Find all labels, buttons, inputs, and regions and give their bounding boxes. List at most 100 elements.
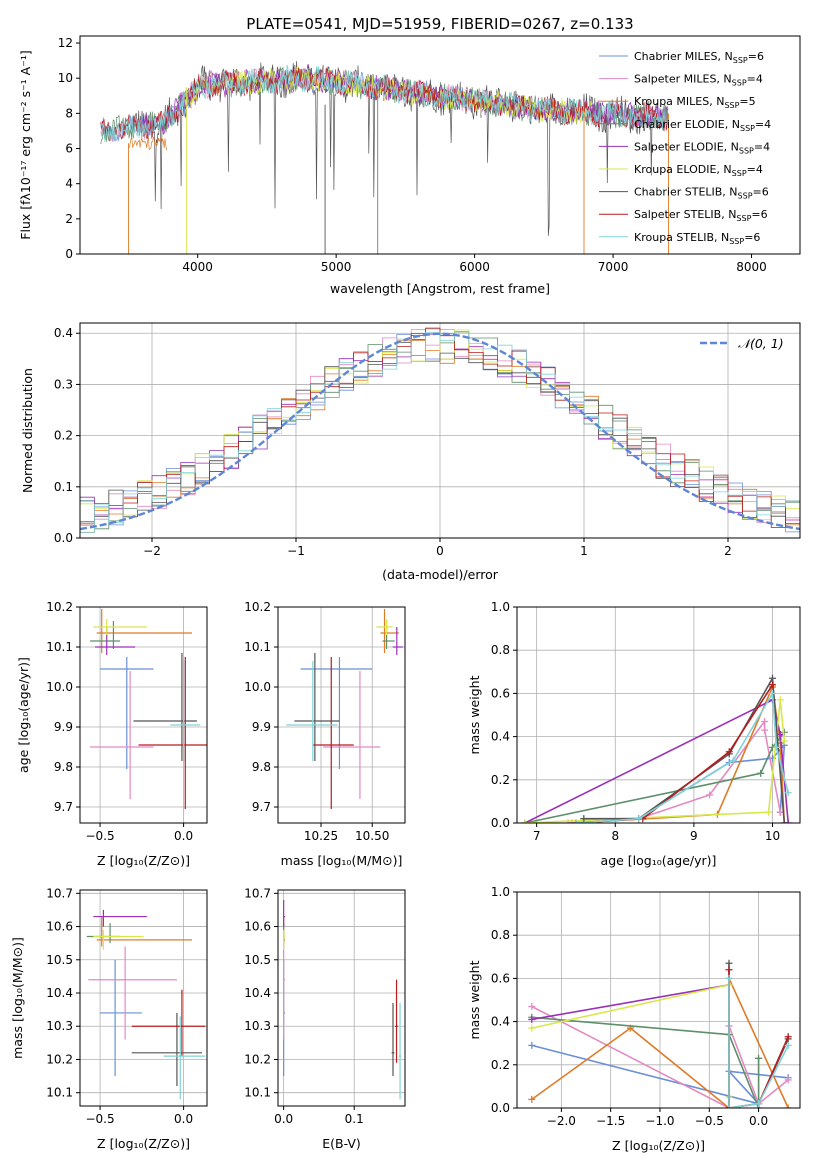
weight-vs-age-ytick-label-3: 0.6 xyxy=(491,686,510,700)
age-vs-Z-plot-area xyxy=(90,609,207,809)
age-vs-Z-ytick-label-0: 9.7 xyxy=(54,800,73,814)
weight-vs-age-line-8 xyxy=(575,692,789,823)
weight-vs-age-marker-8-5 xyxy=(784,789,792,797)
spectrum-title: PLATE=0541, MJD=51959, FIBERID=0267, z=0… xyxy=(246,15,633,33)
residual-xtick-label-0: −2 xyxy=(143,544,161,558)
weight-vs-age-ylabel: mass weight xyxy=(467,675,482,754)
weight-vs-Z-marker-3-3 xyxy=(755,1054,763,1062)
weight-vs-Z-marker-5-0 xyxy=(528,1024,536,1032)
weight-vs-age-ytick-label-1: 0.2 xyxy=(491,773,510,787)
weight-vs-age-xtick-label-1: 8 xyxy=(611,829,619,843)
spectrum-xlabel: wavelength [Angstrom, rest frame] xyxy=(330,281,550,296)
weight-vs-Z-xtick-label-3: −0.5 xyxy=(695,1114,724,1128)
mass-vs-Z-ytick-label-0: 10.1 xyxy=(46,1086,73,1100)
weight-vs-age-ytick-label-2: 0.4 xyxy=(491,730,510,744)
weight-vs-age-marker-6-4 xyxy=(780,819,788,823)
age-vs-mass-ytick-label-0: 9.7 xyxy=(252,800,271,814)
age-vs-Z-ylabel: age [log₁₀(age/yr)] xyxy=(16,657,31,773)
residual-legend-label: 𝒩(0, 1) xyxy=(738,336,784,351)
weight-vs-Z-xtick-label-4: 0.0 xyxy=(749,1114,768,1128)
legend-entry-7: Salpeter STELIB, NSSP=6 xyxy=(634,208,768,223)
residual-xtick-label-1: −1 xyxy=(287,544,305,558)
mass-vs-ebv-xtick-label-1: 0.1 xyxy=(345,1112,364,1126)
weight-vs-age-marker-4-3 xyxy=(784,819,792,823)
weight-vs-Z-marker-2-0 xyxy=(528,1095,536,1103)
weight-vs-Z-marker-6-0 xyxy=(725,959,733,967)
weight-vs-age-marker-8-4 xyxy=(772,743,780,751)
spectrum-xtick-label-2: 6000 xyxy=(459,260,490,274)
age-vs-mass-plot-area xyxy=(286,609,403,809)
weight-vs-Z-panel: −2.0 −1.5 −1.0 −0.5 0.0 0.0 0.2 0.4 0.6 0.8 1.0 Z [… xyxy=(467,885,801,1153)
weight-vs-age-frame xyxy=(516,606,801,824)
weight-vs-age-line-2 xyxy=(575,686,786,823)
mass-vs-Z-xtick-label-1: 0.0 xyxy=(174,1112,193,1126)
mass-vs-ebv-ytick-label-4: 10.5 xyxy=(244,953,271,967)
weight-vs-age-marker-7-2 xyxy=(725,748,733,756)
mass-vs-Z-ytick-label-1: 10.2 xyxy=(46,1052,73,1066)
mass-vs-Z-panel: −0.5 0.0 10.1 10.2 10.3 10.4 10.5 10.6 10.7 Z [lo… xyxy=(10,886,208,1151)
residual-ytick-label-1: 0.1 xyxy=(54,480,73,494)
mass-vs-Z-ytick-label-3: 10.4 xyxy=(46,986,73,1000)
weight-vs-age-plot-area xyxy=(521,674,792,823)
spectrum-xtick-label-0: 4000 xyxy=(182,260,213,274)
weight-vs-age-marker-8-1 xyxy=(635,815,643,823)
weight-vs-age-marker-1-2 xyxy=(706,791,714,799)
age-vs-Z-xlabel: Z [log₁₀(Z/Z⊙)] xyxy=(97,853,190,868)
spectrum-panel: 4000 5000 6000 7000 8000 0 2 4 6 8 10 12 wavelength … xyxy=(18,15,801,296)
mass-vs-Z-xlabel: Z [log₁₀(Z/Z⊙)] xyxy=(97,1136,190,1151)
residual-gaussian xyxy=(80,332,800,531)
mass-vs-Z-ytick-label-5: 10.6 xyxy=(46,920,73,934)
weight-vs-age-line-3 xyxy=(524,731,785,823)
residual-ytick-label-3: 0.3 xyxy=(54,377,73,391)
spectrum-xtick-label-4: 8000 xyxy=(736,260,767,274)
age-vs-mass-frame xyxy=(277,606,406,824)
mass-vs-ebv-xtick-label-0: 0.0 xyxy=(274,1112,293,1126)
weight-vs-Z-xtick-label-2: −1.0 xyxy=(645,1114,674,1128)
weight-vs-age-panel: 7 8 9 10 0.0 0.2 0.4 0.6 0.8 1.0 age [log₁₀(age/yr… xyxy=(467,600,801,868)
weight-vs-age-marker-1-4 xyxy=(761,726,769,734)
weight-vs-Z-marker-0-0 xyxy=(528,1041,536,1049)
weight-vs-age-xlabel: age [log₁₀(age/yr)] xyxy=(601,853,717,868)
weight-vs-age-marker-5-0 xyxy=(521,819,529,823)
age-vs-Z-ytick-label-3: 10.0 xyxy=(46,680,73,694)
mass-vs-Z-ytick-label-4: 10.5 xyxy=(46,953,73,967)
spectrum-ytick-label-0: 0 xyxy=(65,247,73,261)
residual-plot-area xyxy=(80,327,800,538)
spectrum-xtick-label-1: 5000 xyxy=(321,260,352,274)
legend-entry-4: Salpeter ELODIE, NSSP=4 xyxy=(634,140,770,155)
residual-xtick-label-4: 2 xyxy=(724,544,732,558)
weight-vs-Z-line-2 xyxy=(531,977,789,1108)
weight-vs-Z-ytick-label-4: 0.8 xyxy=(491,928,510,942)
weight-vs-age-marker-4-2 xyxy=(776,730,784,738)
weight-vs-age-marker-6-3 xyxy=(768,674,776,682)
residual-ylabel: Normed distribution xyxy=(20,368,35,493)
spectrum-frame xyxy=(79,35,801,255)
age-vs-Z-ytick-label-4: 10.1 xyxy=(46,640,73,654)
weight-vs-Z-marker-7-3 xyxy=(784,1033,792,1041)
age-vs-Z-frame xyxy=(79,606,208,824)
age-vs-mass-xtick-label-1: 10.50 xyxy=(355,829,389,843)
legend-entry-3: Chabrier ELODIE, NSSP=4 xyxy=(634,118,771,133)
mass-vs-ebv-panel: 0.0 0.1 10.1 10.2 10.3 10.4 10.5 10.6 10.7 E(B-V) xyxy=(244,886,406,1151)
weight-vs-Z-frame xyxy=(516,891,801,1109)
age-vs-Z-xtick-label-1: 0.0 xyxy=(174,829,193,843)
spectrum-ytick-label-3: 6 xyxy=(65,142,73,156)
weight-vs-Z-marker-4-0 xyxy=(528,1015,536,1023)
weight-vs-age-ytick-label-4: 0.8 xyxy=(491,643,510,657)
mass-vs-ebv-ytick-label-0: 10.1 xyxy=(244,1086,271,1100)
mass-vs-Z-ylabel: mass [log₁₀(M/M⊙)] xyxy=(10,937,25,1059)
weight-vs-Z-xlabel: Z [log₁₀(Z/Z⊙)] xyxy=(612,1138,705,1153)
spectrum-ytick-label-2: 4 xyxy=(65,177,73,191)
age-vs-mass-ytick-label-5: 10.2 xyxy=(244,600,271,614)
mass-vs-ebv-xlabel: E(B-V) xyxy=(322,1136,361,1151)
weight-vs-age-marker-8-0 xyxy=(572,819,580,823)
legend-entry-0: Chabrier MILES, NSSP=6 xyxy=(634,50,764,65)
weight-vs-Z-ytick-label-0: 0.0 xyxy=(491,1101,510,1115)
mass-vs-ebv-ytick-label-6: 10.7 xyxy=(244,886,271,900)
mass-vs-Z-ytick-label-6: 10.7 xyxy=(46,886,73,900)
spectrum-xtick-label-3: 7000 xyxy=(598,260,629,274)
weight-vs-Z-ytick-label-3: 0.6 xyxy=(491,971,510,985)
legend-entry-1: Salpeter MILES, NSSP=4 xyxy=(634,73,763,88)
residual-ytick-label-2: 0.2 xyxy=(54,429,73,443)
